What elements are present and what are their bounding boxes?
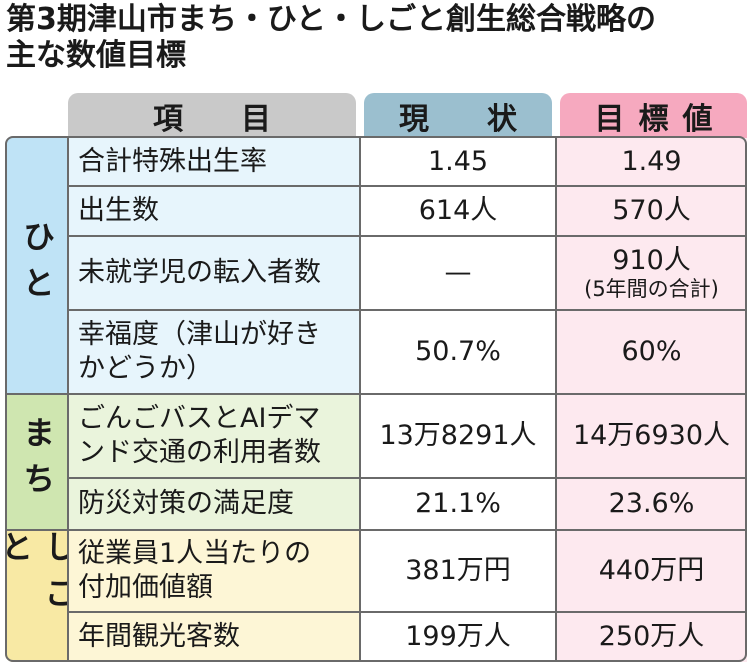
row-item: ごんごバスとAIデマ ンド交通の利用者数 xyxy=(68,394,360,478)
row-item-line-2: 付加価値額 xyxy=(78,572,213,603)
group-label-shigoto: しごと xyxy=(0,530,78,662)
row-divider xyxy=(68,309,747,311)
row-item-line-1: ごんごバスとAIデマ xyxy=(78,403,321,434)
row-current-value: 614人 xyxy=(360,186,556,236)
header-target: 目標値 xyxy=(560,93,747,138)
row-target-value: 23.6% xyxy=(556,478,747,530)
page-title: 第3期津山市まち・ひと・しごと創生総合戦略の 主な数値目標 xyxy=(6,2,656,74)
row-target-value: 14万6930人 xyxy=(556,394,747,478)
row-divider xyxy=(68,611,747,613)
row-item-line-2: ンド交通の利用者数 xyxy=(78,437,321,468)
row-item-line-1: 従業員1人当たりの xyxy=(78,538,312,569)
row-item: 出生数 xyxy=(68,186,360,236)
group-label-hito: ひと xyxy=(5,138,68,394)
row-current-value: 13万8291人 xyxy=(360,394,556,478)
row-item-line-1: 幸福度（津山が好き xyxy=(78,319,321,350)
row-item: 防災対策の満足度 xyxy=(68,478,360,530)
row-item: 未就学児の転入者数 xyxy=(68,236,360,310)
column-divider xyxy=(555,136,557,662)
row-divider xyxy=(68,185,747,187)
row-current-value: 1.45 xyxy=(360,138,556,186)
row-item: 従業員1人当たりの 付加価値額 xyxy=(68,530,360,612)
header-current: 現 状 xyxy=(364,93,552,138)
title-line-1: 第3期津山市まち・ひと・しごと創生総合戦略の xyxy=(6,2,656,37)
row-current-value: 21.1% xyxy=(360,478,556,530)
group-label-machi: まち xyxy=(5,394,68,530)
row-divider xyxy=(68,235,747,237)
row-target-value: 570人 xyxy=(556,186,747,236)
row-item: 幸福度（津山が好き かどうか） xyxy=(68,310,360,394)
row-target-value: 910人 xyxy=(612,245,691,276)
row-target-note: (5年間の合計) xyxy=(584,277,719,301)
row-divider xyxy=(68,477,747,479)
group-divider xyxy=(5,393,747,395)
row-current-value: 381万円 xyxy=(360,530,556,612)
group-divider xyxy=(5,529,747,531)
column-divider xyxy=(359,136,361,662)
row-target-value: 1.49 xyxy=(556,138,747,186)
row-target-value: 60% xyxy=(556,310,747,394)
row-item: 年間観光客数 xyxy=(68,612,360,662)
row-item-line-2: かどうか） xyxy=(78,353,213,384)
row-current-value: 50.7% xyxy=(360,310,556,394)
header-item: 項 目 xyxy=(68,93,356,138)
row-target-value: 250万人 xyxy=(556,612,747,662)
row-target-cell: 910人 (5年間の合計) xyxy=(556,236,747,310)
column-divider xyxy=(67,136,69,662)
row-current-value: 199万人 xyxy=(360,612,556,662)
row-current-value: — xyxy=(360,236,556,310)
title-line-2: 主な数値目標 xyxy=(6,38,186,73)
row-target-value: 440万円 xyxy=(556,530,747,612)
row-item: 合計特殊出生率 xyxy=(68,138,360,186)
